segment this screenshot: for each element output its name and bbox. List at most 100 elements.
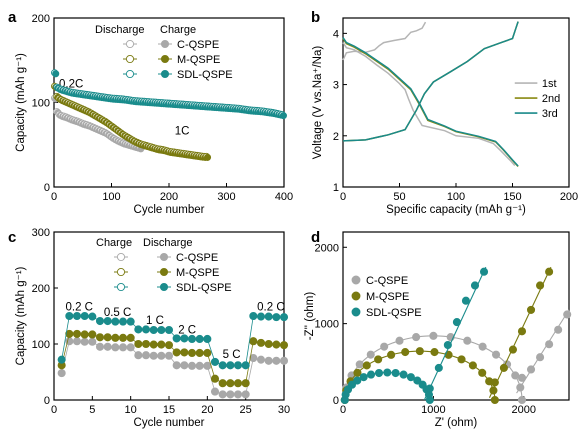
legend-symbol-open-SDL-QSPE	[125, 69, 135, 79]
discharge-point-SDL-QSPE	[80, 311, 89, 321]
rate-label: 5 C	[223, 349, 241, 361]
discharge-point-C-QSPE	[195, 361, 204, 370]
rate-label: 1 C	[146, 315, 164, 327]
discharge-curve-3rd	[342, 37, 519, 167]
panel-letter: a	[8, 9, 17, 26]
x-tick-label: 0	[340, 404, 346, 416]
discharge-point-SDL-QSPE	[157, 325, 166, 335]
discharge-curve-2nd	[342, 38, 519, 168]
discharge-point-SDL-QSPE	[111, 317, 120, 326]
discharge-point-M-QSPE	[272, 340, 281, 349]
y-tick-label: 4	[333, 28, 339, 40]
discharge-point-M-QSPE	[141, 339, 151, 349]
discharge-point-M-QSPE	[241, 379, 250, 388]
discharge-point-SDL-QSPE	[218, 361, 227, 370]
discharge-point-M-QSPE	[95, 333, 105, 342]
discharge-point-SDL-QSPE	[279, 112, 287, 120]
legend-symbol-filled-M-QSPE	[159, 267, 169, 277]
x-tick-label: 10	[125, 404, 137, 416]
discharge-point-SDL-QSPE	[126, 317, 135, 326]
y-axis-title: Capacity (mAh g⁻¹)	[15, 266, 27, 365]
legend-label-3rd: 3rd	[542, 108, 558, 120]
legend-label: SDL-QSPE	[176, 282, 232, 294]
x-tick-label: 25	[240, 404, 252, 416]
discharge-point-M-QSPE	[279, 341, 289, 350]
legend-header-discharge: Discharge	[95, 24, 145, 36]
legend-label-1st: 1st	[542, 78, 557, 90]
discharge-point-SDL-QSPE	[233, 361, 243, 370]
legend-symbol-open-M-QSPE	[116, 267, 126, 277]
y-axis-title: -Z'' (ohm)	[304, 292, 316, 341]
discharge-point-M-QSPE	[65, 329, 74, 338]
legend-symbol-open-SDL-QSPE	[116, 282, 126, 292]
x-tick-label: 50	[393, 191, 405, 203]
discharge-point-SDL-QSPE	[272, 313, 281, 322]
discharge-point-M-QSPE	[203, 348, 212, 358]
x-tick-label: 0	[51, 191, 57, 203]
discharge-point-SDL-QSPE	[103, 316, 112, 326]
discharge-point-M-QSPE	[195, 348, 204, 358]
discharge-point-SDL-QSPE	[141, 325, 151, 334]
y-tick-label: 2	[333, 131, 339, 143]
discharge-point-SDL-QSPE	[241, 361, 250, 370]
discharge-point-SDL-QSPE	[88, 312, 97, 321]
discharge-point-C-QSPE	[134, 351, 143, 360]
discharge-point-C-QSPE	[210, 387, 220, 396]
discharge-point-C-QSPE	[88, 337, 97, 346]
discharge-point-C-QSPE	[279, 356, 289, 365]
y-axis-title: Voltage (V vs.Na⁺/Na)	[312, 46, 324, 160]
discharge-point-M-QSPE	[80, 330, 89, 339]
legend-symbol-open-C-QSPE	[125, 39, 135, 49]
discharge-point-M-QSPE	[111, 333, 120, 342]
discharge-curve-1st	[342, 42, 516, 167]
y-tick-label: 2000	[315, 242, 339, 254]
discharge-point-SDL-QSPE	[210, 357, 220, 366]
x-axis-title: Z' (ohm)	[435, 417, 478, 429]
y-axis-title: Capacity (mAh g⁻¹)	[15, 53, 27, 152]
plot-frame	[342, 17, 570, 188]
discharge-point-C-QSPE	[249, 353, 258, 363]
x-axis-title: Specific capacity (mAh g⁻¹)	[386, 204, 526, 216]
legend-symbol-filled-C-QSPE	[160, 39, 170, 49]
fit-tail-C-QSPE	[516, 309, 570, 394]
charge-curve-3rd	[342, 21, 519, 142]
y-tick-label: 300	[32, 227, 50, 239]
x-tick-label: 100	[447, 191, 465, 203]
discharge-point-M-QSPE	[72, 329, 82, 338]
panel-letter: d	[311, 229, 320, 246]
y-tick-label: 0	[333, 395, 339, 407]
discharge-point-C-QSPE	[164, 351, 174, 360]
discharge-point-SDL-QSPE	[180, 334, 189, 343]
discharge-point-M-QSPE	[118, 333, 128, 342]
fit-tail-SDL-QSPE	[423, 266, 487, 401]
discharge-point-SDL-QSPE	[164, 325, 174, 335]
rate-label: 0.2 C	[257, 301, 285, 313]
discharge-point-M-QSPE	[203, 153, 212, 161]
discharge-point-SDL-QSPE	[203, 334, 212, 344]
legend-symbol-open-C-QSPE	[116, 252, 126, 262]
discharge-point-SDL-QSPE	[118, 317, 128, 326]
legend-label: M-QSPE	[177, 54, 220, 66]
panel-letter: c	[8, 229, 16, 246]
legend-label: SDL-QSPE	[177, 69, 233, 81]
discharge-point-SDL-QSPE	[65, 311, 74, 321]
discharge-point-C-QSPE	[264, 356, 273, 365]
y-tick-label: 0	[44, 395, 50, 407]
discharge-point-SDL-QSPE	[279, 313, 289, 322]
fit-arc-C-QSPE	[344, 335, 523, 401]
discharge-point-M-QSPE	[218, 379, 227, 388]
legend-label: C-QSPE	[176, 252, 218, 264]
discharge-point-C-QSPE	[187, 361, 197, 370]
x-tick-label: 15	[163, 404, 175, 416]
discharge-point-SDL-QSPE	[187, 334, 197, 344]
discharge-point-SDL-QSPE	[249, 311, 258, 321]
discharge-point-C-QSPE	[157, 351, 166, 360]
rate-label: 0.2 C	[66, 301, 94, 313]
discharge-point-C-QSPE	[111, 343, 120, 352]
discharge-point-C-QSPE	[95, 342, 105, 351]
discharge-point-M-QSPE	[187, 348, 197, 358]
x-tick-label: 0	[51, 404, 57, 416]
